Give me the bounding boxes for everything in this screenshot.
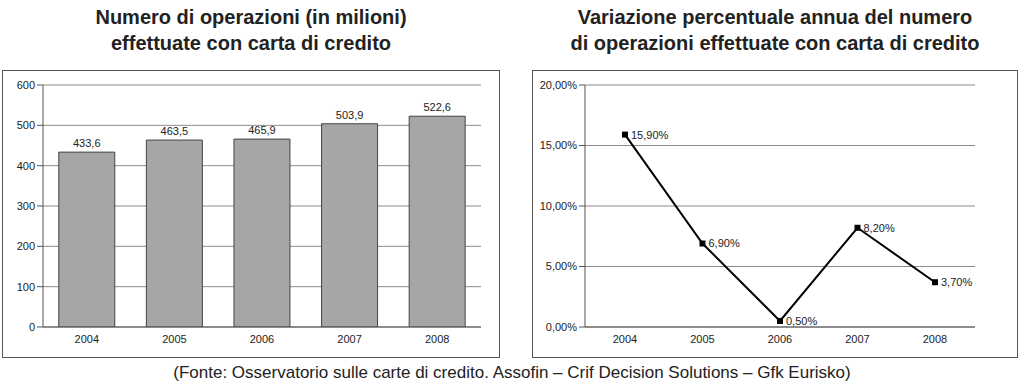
html-text:Variazione percentuale annua d: Variazione percentuale annua del numero — [577, 6, 973, 28]
svg-text:2007: 2007 — [337, 333, 361, 345]
html-text:(Fonte: Osservatorio sulle car: (Fonte: Osservatorio sulle carte di cred… — [173, 363, 851, 382]
svg-text:100: 100 — [17, 281, 35, 293]
svg-text:600: 600 — [17, 79, 35, 91]
svg-text:5,00%: 5,00% — [546, 260, 577, 272]
svg-text:2008: 2008 — [923, 333, 947, 345]
svg-text:20,00%: 20,00% — [540, 79, 578, 91]
svg-text:6,90%: 6,90% — [709, 237, 740, 249]
svg-text:500: 500 — [17, 119, 35, 131]
svg-text:2008: 2008 — [425, 333, 449, 345]
svg-text:503,9: 503,9 — [336, 109, 364, 121]
svg-text:8,20%: 8,20% — [864, 222, 895, 234]
svg-text:0,00%: 0,00% — [546, 321, 577, 333]
svg-text:433,6: 433,6 — [73, 137, 101, 149]
svg-text:0,50%: 0,50% — [786, 315, 817, 327]
svg-text:2004: 2004 — [75, 333, 99, 345]
svg-text:2005: 2005 — [690, 333, 714, 345]
svg-text:465,9: 465,9 — [248, 124, 276, 136]
svg-text:2005: 2005 — [162, 333, 186, 345]
svg-text:200: 200 — [17, 240, 35, 252]
svg-text:3,70%: 3,70% — [941, 276, 972, 288]
svg-text:10,00%: 10,00% — [540, 200, 578, 212]
svg-text:400: 400 — [17, 160, 35, 172]
svg-text:2006: 2006 — [768, 333, 792, 345]
html-text:di operazioni effettuate con c: di operazioni effettuate con carta di cr… — [570, 32, 980, 54]
svg-text:15,00%: 15,00% — [540, 139, 578, 151]
svg-text:2006: 2006 — [250, 333, 274, 345]
svg-text:2004: 2004 — [613, 333, 637, 345]
svg-text:0: 0 — [29, 321, 35, 333]
html-text:Numero di operazioni (in milio: Numero di operazioni (in milioni) — [95, 6, 407, 28]
svg-text:300: 300 — [17, 200, 35, 212]
svg-text:2007: 2007 — [845, 333, 869, 345]
html-text:effettuate con carta di credit: effettuate con carta di credito — [111, 32, 391, 54]
svg-text:463,5: 463,5 — [161, 125, 189, 137]
svg-text:522,6: 522,6 — [423, 101, 451, 113]
svg-text:15,90%: 15,90% — [631, 129, 669, 141]
